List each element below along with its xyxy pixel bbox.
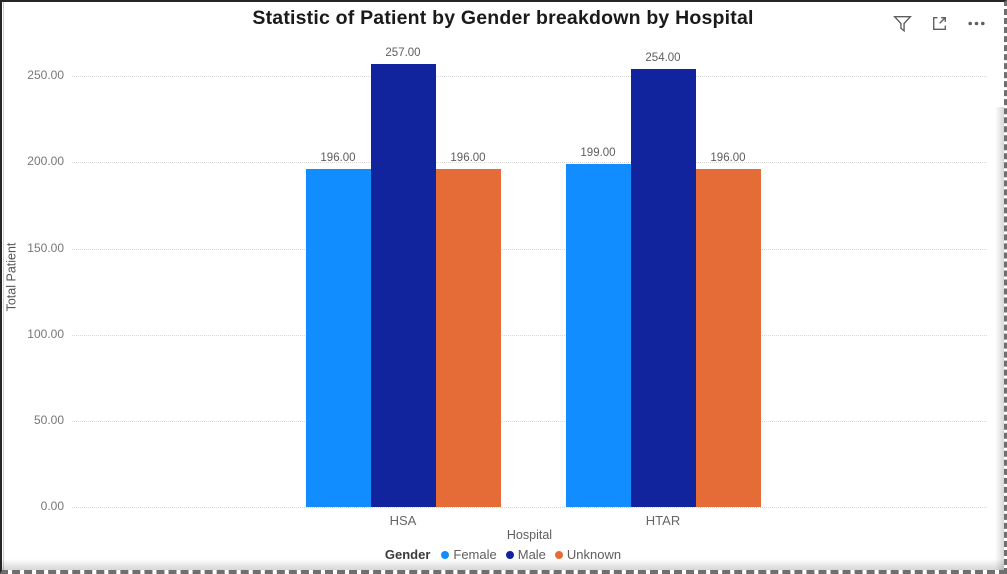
x-category-label: HTAR (645, 513, 681, 528)
more-options-icon[interactable] (964, 11, 988, 35)
legend-label: Unknown (566, 547, 622, 562)
y-tick-label: 100.00 (27, 326, 64, 341)
x-category-label: HSA (389, 513, 417, 528)
bar-htar-female[interactable] (565, 164, 631, 507)
gridline (72, 334, 987, 336)
chart-title: Statistic of Patient by Gender breakdown… (252, 7, 754, 29)
y-tick-label: 200.00 (27, 154, 64, 169)
bar-data-label: 199.00 (580, 147, 616, 159)
bar-htar-male[interactable] (630, 69, 696, 507)
legend-swatch-male (505, 550, 514, 559)
bar-data-label: 196.00 (450, 152, 486, 164)
gridline (72, 76, 987, 78)
gridline (72, 162, 987, 164)
legend-title: Gender (384, 547, 431, 562)
filter-funnel-icon[interactable] (890, 11, 914, 35)
bar-hsa-unknown[interactable] (435, 169, 501, 507)
gridline (72, 248, 987, 250)
legend-label: Female (453, 547, 497, 562)
gridline (72, 507, 987, 508)
legend-item-female[interactable]: Female (441, 547, 497, 562)
bar-data-label: 196.00 (710, 152, 746, 164)
gridline (72, 420, 987, 422)
x-axis-title: Hospital (506, 528, 553, 542)
legend-item-unknown[interactable]: Unknown (554, 547, 622, 562)
bar-htar-unknown[interactable] (695, 169, 761, 507)
bar-hsa-female[interactable] (305, 169, 371, 507)
frame-inner-edge (3, 2, 4, 570)
legend-swatch-unknown (554, 550, 563, 559)
bar-hsa-male[interactable] (370, 64, 436, 507)
visual-toolbar (890, 11, 988, 35)
bar-data-label: 254.00 (645, 52, 681, 64)
focus-mode-icon[interactable] (927, 11, 951, 35)
legend-swatch-female (441, 550, 450, 559)
plot-area: 0.00 50.00 100.00 150.00 200.00 250.00 196.00 2… (27, 47, 987, 528)
legend: Gender Female Male Unknown (2, 547, 1004, 562)
bar-data-label: 257.00 (385, 47, 421, 59)
y-tick-label: 150.00 (27, 240, 64, 255)
legend-item-male[interactable]: Male (505, 547, 546, 562)
y-tick-label: 50.00 (33, 412, 64, 427)
y-tick-label: 0.00 (40, 499, 64, 513)
legend-label: Male (517, 547, 546, 562)
bar-data-label: 196.00 (320, 152, 356, 164)
y-axis-title: Total Patient (2, 47, 21, 507)
y-tick-label: 250.00 (27, 68, 64, 83)
